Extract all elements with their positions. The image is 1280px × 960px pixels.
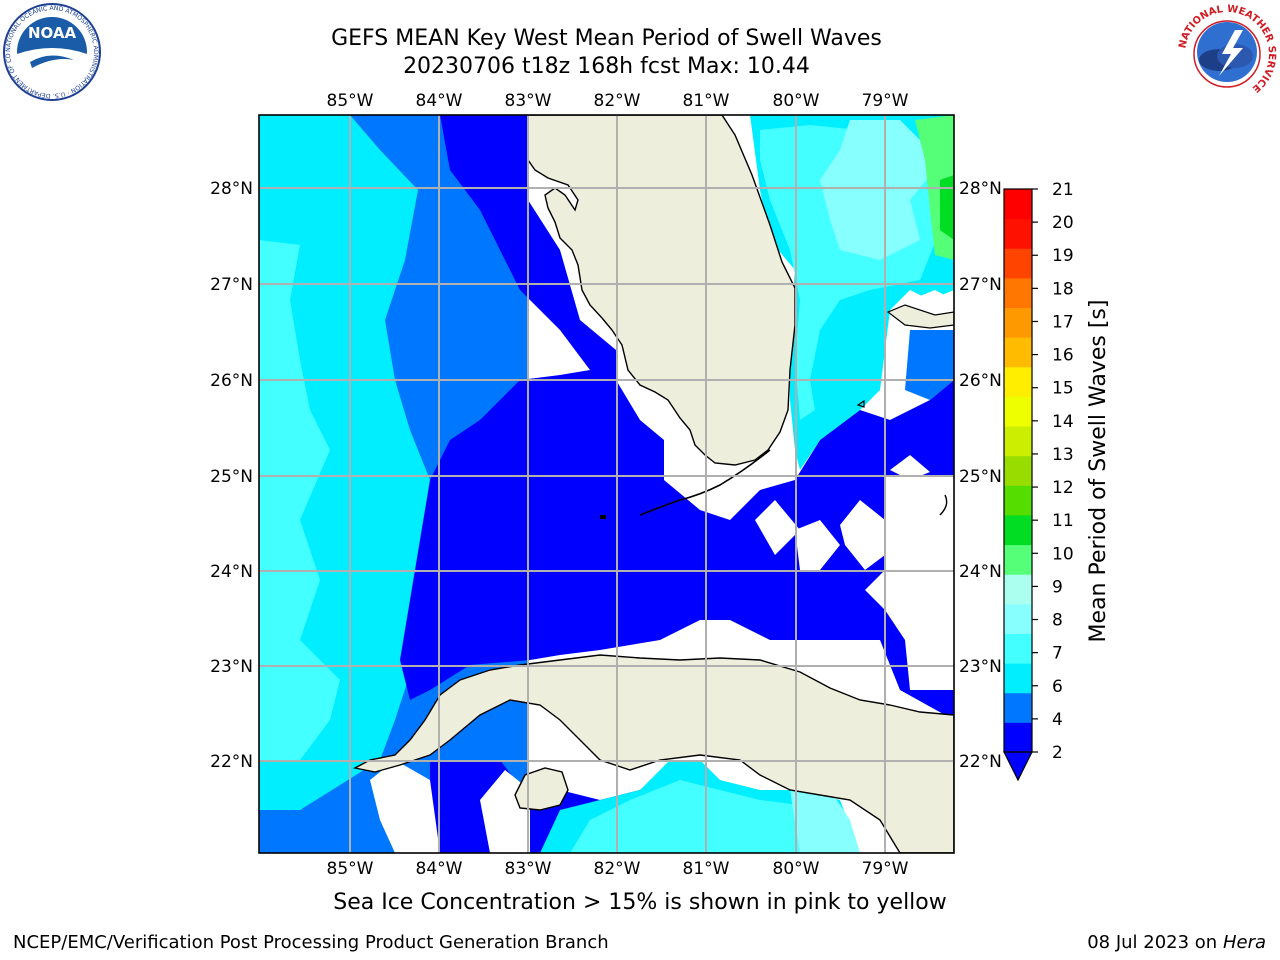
lat-label-right: 25°N bbox=[959, 467, 1002, 487]
lon-label-top: 84°W bbox=[416, 91, 463, 111]
contour-atlantic-10-11 bbox=[940, 175, 954, 240]
colorbar-segment bbox=[1004, 455, 1032, 486]
lon-label-bottom: 83°W bbox=[505, 859, 552, 879]
colorbar-segment bbox=[1004, 218, 1032, 249]
lat-label-left: 24°N bbox=[210, 562, 253, 582]
colorbar-tick-label: 8 bbox=[1052, 611, 1063, 631]
noaa-logo-icon: NATIONAL OCEANIC AND ATMOSPHERIC ADMINIS… bbox=[2, 2, 101, 101]
colorbar-segment bbox=[1004, 307, 1032, 338]
colorbar-segment bbox=[1004, 514, 1032, 546]
lon-label-top: 81°W bbox=[683, 91, 730, 111]
colorbar-tick-label: 17 bbox=[1052, 312, 1074, 332]
lat-label-right: 28°N bbox=[959, 179, 1002, 199]
graticule bbox=[259, 115, 954, 853]
lon-label-top: 80°W bbox=[773, 91, 820, 111]
machine-name: Hera bbox=[1222, 932, 1266, 953]
footer-credit: NCEP/EMC/Verification Post Processing Pr… bbox=[13, 932, 609, 953]
colorbar-tick-label: 7 bbox=[1052, 644, 1063, 664]
colorbar-tick-label: 13 bbox=[1052, 445, 1074, 465]
lat-label-left: 28°N bbox=[210, 179, 253, 199]
colorbar-tick-label: 10 bbox=[1052, 544, 1074, 564]
colorbar-tick-label: 11 bbox=[1052, 511, 1074, 531]
contour-6-7 bbox=[259, 240, 340, 760]
lon-label-bottom: 82°W bbox=[594, 859, 641, 879]
lat-label-right: 22°N bbox=[959, 752, 1002, 772]
lon-label-bottom: 80°W bbox=[773, 859, 820, 879]
colorbar-segment bbox=[1004, 248, 1032, 279]
lat-label-left: 25°N bbox=[210, 467, 253, 487]
lon-label-top: 79°W bbox=[862, 91, 909, 111]
colorbar-segment bbox=[1004, 633, 1032, 664]
lat-label-right: 27°N bbox=[959, 275, 1002, 295]
footer-date: 08 Jul 2023 on Hera bbox=[1087, 932, 1266, 953]
colorbar-segment bbox=[1004, 366, 1032, 397]
contour-4-6 bbox=[259, 115, 430, 810]
colorbar-segment bbox=[1004, 485, 1032, 516]
lon-label-top: 82°W bbox=[594, 91, 641, 111]
colorbar-tick-label: 19 bbox=[1052, 246, 1074, 266]
lon-label-bottom: 84°W bbox=[416, 859, 463, 879]
colorbar-extend-triangle bbox=[1003, 751, 1033, 782]
contour-atlantic-7-8 bbox=[820, 120, 930, 260]
lon-label-bottom: 85°W bbox=[327, 859, 374, 879]
lon-label-top: 83°W bbox=[505, 91, 552, 111]
map-title: GEFS MEAN Key West Mean Period of Swell … bbox=[331, 26, 882, 51]
colorbar-tick-label: 20 bbox=[1052, 213, 1074, 233]
lat-label-right: 26°N bbox=[959, 371, 1002, 391]
colorbar-segment bbox=[1004, 426, 1032, 457]
colorbar-segment bbox=[1004, 396, 1032, 427]
colorbar-frame bbox=[1003, 188, 1033, 753]
map-frame bbox=[258, 114, 955, 854]
lon-label-bottom: 81°W bbox=[683, 859, 730, 879]
forecast-subtitle: 20230706 t18z 168h fcst Max: 10.44 bbox=[403, 54, 810, 79]
colorbar-tick-label: 2 bbox=[1052, 743, 1063, 763]
colorbar-segment bbox=[1004, 722, 1032, 753]
noaa-logo-text: NOAA bbox=[28, 24, 77, 42]
colorbar-tick-label: 12 bbox=[1052, 478, 1074, 498]
colorbar-segment bbox=[1004, 544, 1032, 575]
nws-logo-icon: NATIONAL WEATHER SERVICE bbox=[1177, 4, 1277, 103]
colorbar-tick-label: 15 bbox=[1052, 379, 1074, 399]
colorbar-tick-label: 9 bbox=[1052, 577, 1063, 597]
sea-ice-note: Sea Ice Concentration > 15% is shown in … bbox=[333, 890, 947, 915]
lat-label-right: 24°N bbox=[959, 562, 1002, 582]
colorbar-segment bbox=[1004, 574, 1032, 605]
colorbar-label: Mean Period of Swell Waves [s] bbox=[1086, 300, 1111, 643]
colorbar: 21 20 19 18 17 16 15 14 13 12 11 10 9 8 7 6 4 2 bbox=[1003, 180, 1074, 782]
lon-label-top: 85°W bbox=[327, 91, 374, 111]
lat-label-right: 23°N bbox=[959, 657, 1002, 677]
colorbar-segment bbox=[1004, 663, 1032, 694]
colorbar-tick-label: 4 bbox=[1052, 710, 1063, 730]
lat-label-left: 22°N bbox=[210, 752, 253, 772]
colorbar-tick-label: 21 bbox=[1052, 180, 1074, 200]
lat-label-left: 23°N bbox=[210, 657, 253, 677]
colorbar-segment bbox=[1004, 277, 1032, 309]
colorbar-tick-label: 6 bbox=[1052, 677, 1063, 697]
cuba-land bbox=[352, 654, 954, 853]
lat-label-left: 27°N bbox=[210, 275, 253, 295]
lon-label-bottom: 79°W bbox=[862, 859, 909, 879]
colorbar-tick-label: 18 bbox=[1052, 279, 1074, 299]
colorbar-segment bbox=[1004, 692, 1032, 723]
colorbar-segment bbox=[1004, 337, 1032, 368]
colorbar-segment bbox=[1004, 603, 1032, 634]
colorbar-tick-label: 16 bbox=[1052, 346, 1074, 366]
lat-label-left: 26°N bbox=[210, 371, 253, 391]
colorbar-tick-label: 14 bbox=[1052, 412, 1074, 432]
colorbar-segment bbox=[1004, 189, 1032, 220]
